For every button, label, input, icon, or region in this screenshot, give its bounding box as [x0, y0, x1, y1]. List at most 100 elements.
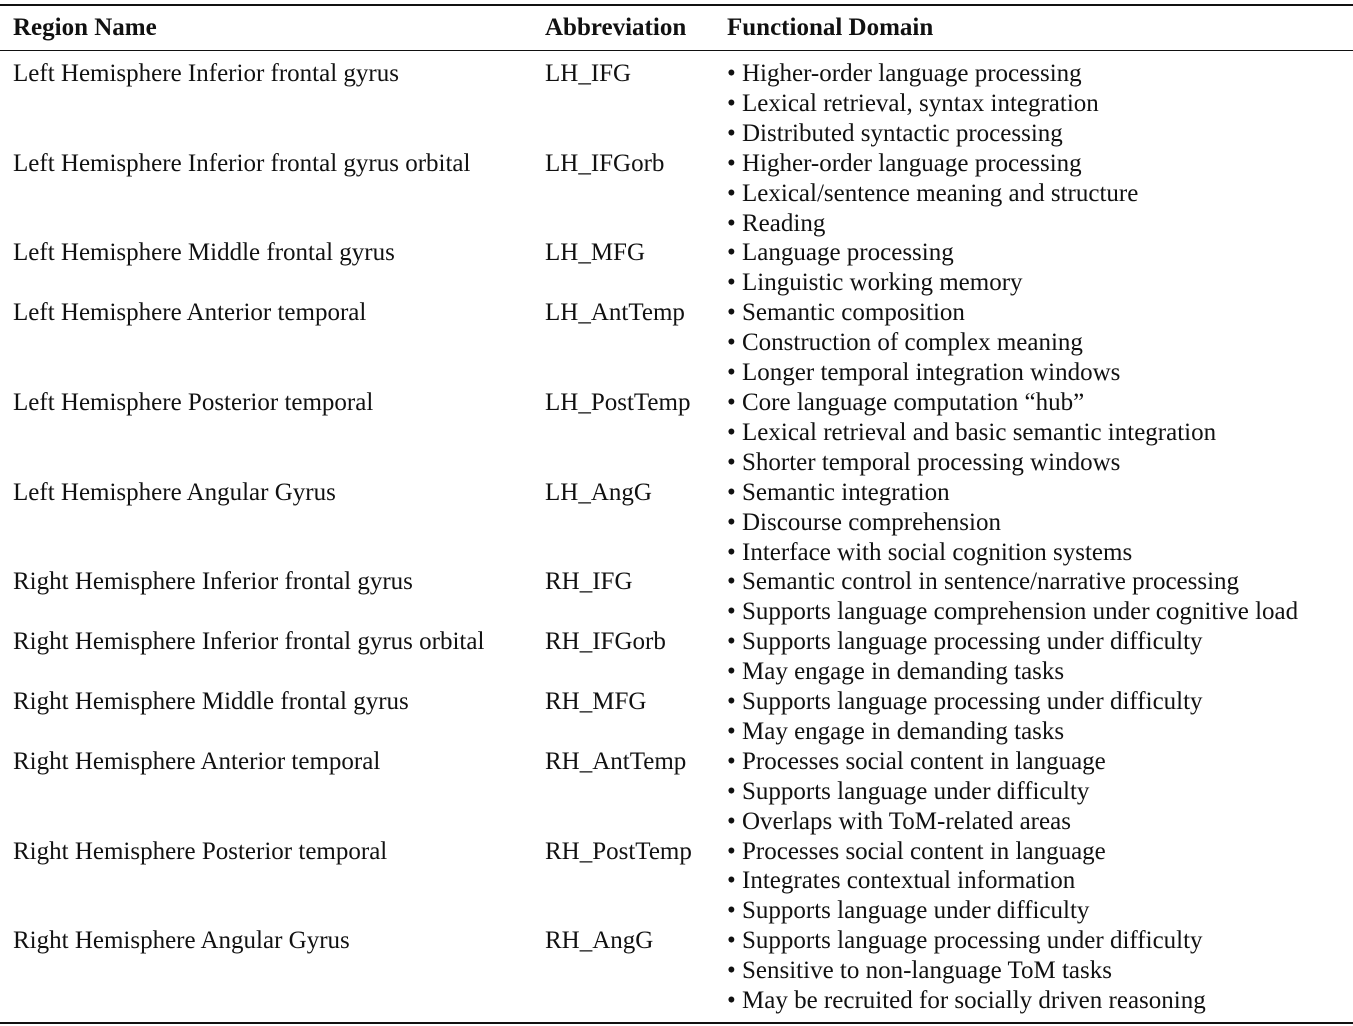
functional-domain-item: • May engage in demanding tasks — [727, 657, 1353, 687]
functional-domain-list: • Higher-order language processing • Lexica… — [727, 59, 1353, 149]
abbreviation-cell: LH_AngG — [545, 478, 652, 506]
table-row: Left Hemisphere Anterior temporal LH_AntT… — [0, 298, 1353, 388]
region-name-cell: Left Hemisphere Angular Gyrus — [13, 478, 336, 506]
functional-domain-text: Semantic control in sentence/narrative p… — [742, 568, 1240, 596]
functional-domain-cell: • Processes social content in language • In… — [715, 837, 1353, 927]
bullet-icon: • — [727, 987, 736, 1015]
functional-domain-text: Sensitive to non-language ToM tasks — [742, 957, 1112, 985]
functional-domain-cell: • Semantic control in sentence/narrative … — [715, 567, 1353, 627]
table-row: Left Hemisphere Angular Gyrus LH_AngG • Sem… — [0, 478, 1353, 568]
functional-domain-list: • Core language computation “hub” • Lexical… — [727, 388, 1353, 478]
bullet-icon: • — [727, 329, 736, 357]
region-name-cell: Left Hemisphere Anterior temporal — [13, 299, 367, 327]
functional-domain-cell: • Supports language processing under diff… — [715, 926, 1353, 1023]
bullet-icon: • — [727, 299, 736, 327]
table-row: Right Hemisphere Middle frontal gyrus RH_… — [0, 687, 1353, 747]
functional-domain-item: • Discourse comprehension — [727, 508, 1353, 538]
functional-domain-item: • Supports language processing under diff… — [727, 926, 1353, 956]
functional-domain-item: • Sensitive to non-language ToM tasks — [727, 956, 1353, 986]
functional-domain-text: Higher-order language processing — [742, 149, 1082, 177]
functional-domain-list: • Processes social content in language • In… — [727, 837, 1353, 927]
functional-domain-item: • Semantic control in sentence/narrative … — [727, 567, 1353, 597]
abbreviation-cell: RH_IFGorb — [545, 628, 666, 656]
functional-domain-text: Overlaps with ToM-related areas — [742, 807, 1071, 835]
functional-domain-text: Supports language comprehension under co… — [742, 598, 1299, 626]
functional-domain-item: • Longer temporal integration windows — [727, 358, 1353, 388]
functional-domain-text: Supports language under difficulty — [742, 897, 1090, 925]
functional-domain-list: • Supports language processing under diff… — [727, 627, 1353, 687]
functional-domain-text: Interface with social cognition systems — [742, 538, 1133, 566]
functional-domain-item: • Supports language under difficulty — [727, 777, 1353, 807]
bullet-icon: • — [727, 927, 736, 955]
abbreviation-cell: LH_MFG — [545, 239, 646, 267]
header-abbreviation: Abbreviation — [532, 5, 715, 51]
functional-domain-item: • Semantic composition — [727, 298, 1353, 328]
region-table: Region Name Abbreviation Functional Doma… — [0, 4, 1353, 1024]
bullet-icon: • — [727, 448, 736, 476]
table-row: Right Hemisphere Anterior temporal RH_Ant… — [0, 747, 1353, 837]
functional-domain-item: • Reading — [727, 209, 1353, 239]
functional-domain-item: • Processes social content in language — [727, 837, 1353, 867]
bullet-icon: • — [727, 717, 736, 745]
functional-domain-cell: • Supports language processing under diff… — [715, 627, 1353, 687]
functional-domain-text: May engage in demanding tasks — [742, 717, 1065, 745]
region-name-cell: Right Hemisphere Inferior frontal gyrus — [13, 568, 413, 596]
bullet-icon: • — [727, 359, 736, 387]
bullet-icon: • — [727, 957, 736, 985]
bullet-icon: • — [727, 897, 736, 925]
table-row: Left Hemisphere Inferior frontal gyrus LH… — [0, 51, 1353, 149]
functional-domain-text: Construction of complex meaning — [742, 329, 1083, 357]
bullet-icon: • — [727, 837, 736, 865]
bullet-icon: • — [727, 867, 736, 895]
bullet-icon: • — [727, 807, 736, 835]
functional-domain-list: • Higher-order language processing • Lexica… — [727, 149, 1353, 239]
functional-domain-list: • Processes social content in language • Su… — [727, 747, 1353, 837]
bullet-icon: • — [727, 688, 736, 716]
functional-domain-item: • May engage in demanding tasks — [727, 717, 1353, 747]
functional-domain-text: Lexical retrieval and basic semantic int… — [742, 418, 1217, 446]
functional-domain-text: Lexical retrieval, syntax integration — [742, 89, 1099, 117]
functional-domain-item: • Integrates contextual information — [727, 866, 1353, 896]
region-name-cell: Right Hemisphere Inferior frontal gyrus … — [13, 628, 485, 656]
functional-domain-list: • Supports language processing under diff… — [727, 926, 1353, 1016]
functional-domain-cell: • Semantic integration • Discourse comprehe… — [715, 478, 1353, 568]
bullet-icon: • — [727, 508, 736, 536]
functional-domain-list: • Semantic integration • Discourse comprehe… — [727, 478, 1353, 568]
functional-domain-text: Distributed syntactic processing — [742, 119, 1063, 147]
functional-domain-text: Semantic composition — [742, 299, 965, 327]
bullet-icon: • — [727, 478, 736, 506]
functional-domain-list: • Semantic composition • Construction of co… — [727, 298, 1353, 388]
functional-domain-list: • Language processing • Linguistic working … — [727, 238, 1353, 298]
functional-domain-cell: • Semantic composition • Construction of co… — [715, 298, 1353, 388]
bullet-icon: • — [727, 418, 736, 446]
bullet-icon: • — [727, 658, 736, 686]
table-body: Left Hemisphere Inferior frontal gyrus LH… — [0, 51, 1353, 1024]
header-functional-domain: Functional Domain — [715, 5, 1353, 51]
header-row: Region Name Abbreviation Functional Doma… — [0, 5, 1353, 51]
bullet-icon: • — [727, 179, 736, 207]
functional-domain-list: • Supports language processing under diff… — [727, 687, 1353, 747]
abbreviation-cell: LH_IFG — [545, 60, 632, 87]
bullet-icon: • — [727, 568, 736, 596]
functional-domain-item: • May be recruited for socially driven re… — [727, 986, 1353, 1016]
region-name-cell: Right Hemisphere Posterior temporal — [13, 837, 388, 865]
functional-domain-item: • Lexical retrieval, syntax integration — [727, 89, 1353, 119]
abbreviation-cell: RH_IFG — [545, 568, 633, 596]
bullet-icon: • — [727, 239, 736, 267]
functional-domain-item: • Core language computation “hub” — [727, 388, 1353, 418]
abbreviation-cell: RH_PostTemp — [545, 837, 692, 865]
functional-domain-text: Core language computation “hub” — [742, 388, 1085, 416]
table-row: Left Hemisphere Inferior frontal gyrus o… — [0, 149, 1353, 239]
abbreviation-cell: LH_IFGorb — [545, 149, 665, 177]
functional-domain-item: • Supports language comprehension under c… — [727, 597, 1353, 627]
region-name-cell: Left Hemisphere Middle frontal gyrus — [13, 239, 395, 267]
bullet-icon: • — [727, 628, 736, 656]
functional-domain-item: • Higher-order language processing — [727, 149, 1353, 179]
functional-domain-text: Supports language processing under diffi… — [742, 927, 1203, 955]
functional-domain-text: Supports language processing under diffi… — [742, 628, 1203, 656]
table-row: Left Hemisphere Posterior temporal LH_Pos… — [0, 388, 1353, 478]
table-row: Right Hemisphere Posterior temporal RH_Po… — [0, 837, 1353, 927]
functional-domain-text: May engage in demanding tasks — [742, 658, 1065, 686]
functional-domain-text: Longer temporal integration windows — [742, 359, 1121, 387]
region-name-cell: Right Hemisphere Middle frontal gyrus — [13, 688, 409, 716]
